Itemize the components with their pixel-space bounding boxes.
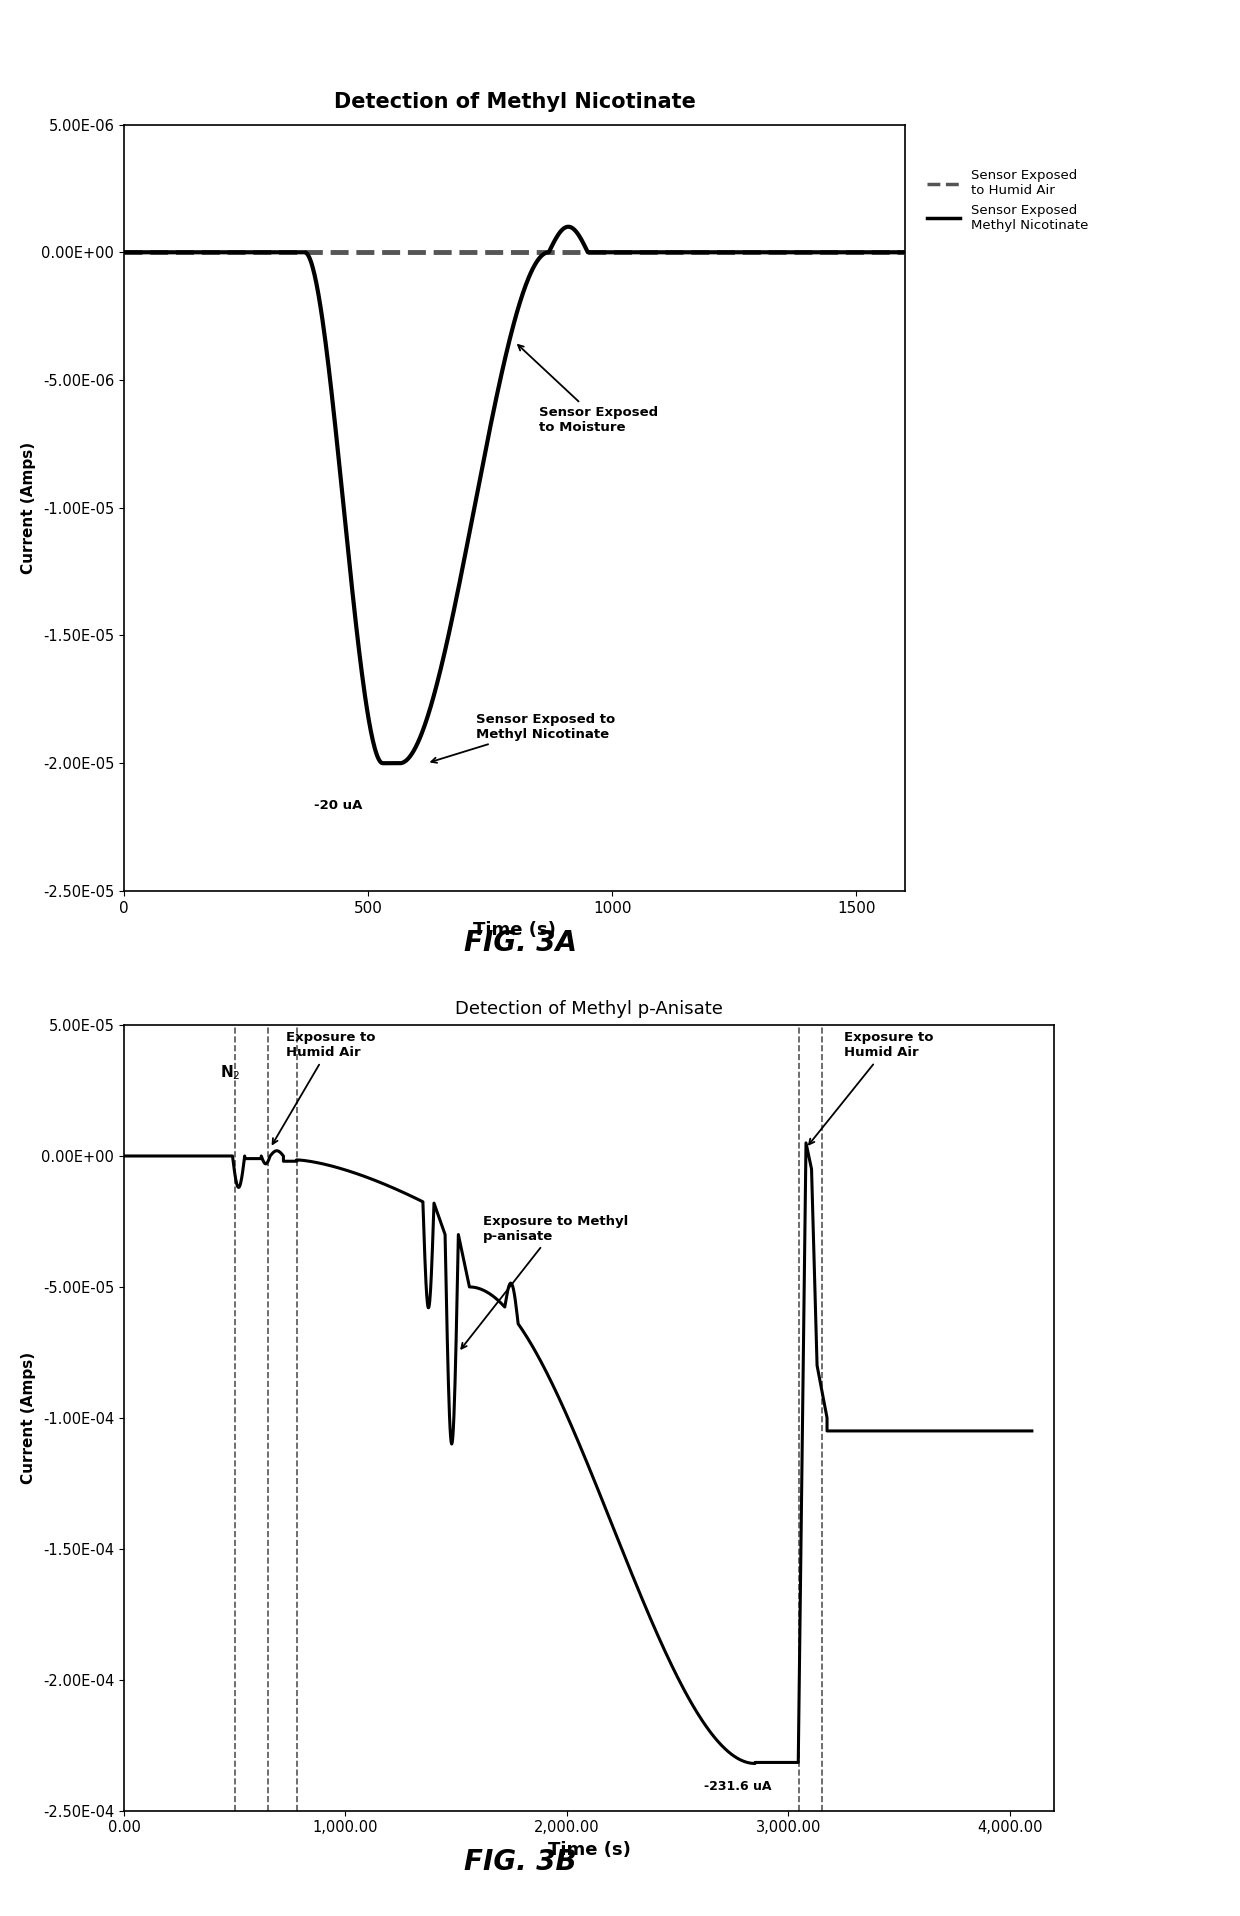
X-axis label: Time (s): Time (s)	[474, 922, 556, 939]
Text: -20 uA: -20 uA	[315, 799, 363, 812]
Y-axis label: Current (Amps): Current (Amps)	[21, 1353, 36, 1483]
Text: Exposure to Methyl
p-anisate: Exposure to Methyl p-anisate	[461, 1215, 627, 1349]
Text: Sensor Exposed to
Methyl Nicotinate: Sensor Exposed to Methyl Nicotinate	[432, 713, 615, 763]
Title: Detection of Methyl Nicotinate: Detection of Methyl Nicotinate	[334, 92, 696, 111]
Title: Detection of Methyl p-Anisate: Detection of Methyl p-Anisate	[455, 1000, 723, 1017]
Y-axis label: Current (Amps): Current (Amps)	[21, 443, 36, 573]
Text: Exposure to
Humid Air: Exposure to Humid Air	[273, 1031, 376, 1144]
Legend: Sensor Exposed
to Humid Air, Sensor Exposed
Methyl Nicotinate: Sensor Exposed to Humid Air, Sensor Expo…	[928, 169, 1089, 232]
Text: Exposure to
Humid Air: Exposure to Humid Air	[808, 1031, 934, 1144]
Text: FIG. 3A: FIG. 3A	[464, 929, 578, 956]
Text: Sensor Exposed
to Moisture: Sensor Exposed to Moisture	[518, 345, 658, 435]
Text: -231.6 uA: -231.6 uA	[704, 1780, 771, 1793]
X-axis label: Time (s): Time (s)	[548, 1841, 630, 1859]
Text: FIG. 3B: FIG. 3B	[465, 1849, 577, 1876]
Text: N$_2$: N$_2$	[221, 1063, 241, 1083]
